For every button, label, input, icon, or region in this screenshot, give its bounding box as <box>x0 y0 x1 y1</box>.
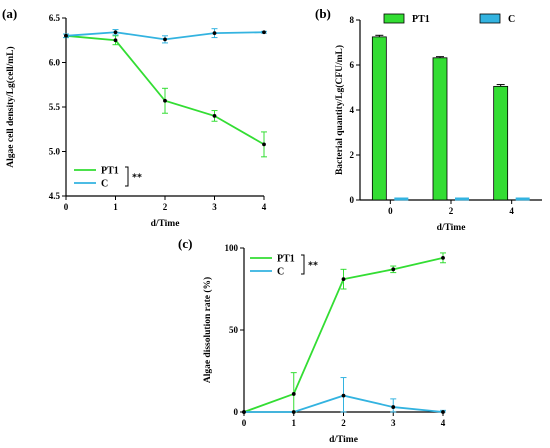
data-point <box>262 30 266 35</box>
x-axis-title: d/Time <box>437 223 466 233</box>
legend-label-pt1: PT1 <box>277 254 295 265</box>
panel-a: (a) 4.5 5.0 5.5 6.0 6.5 0 1 2 3 4 d/Time Algae cell … <box>2 6 267 229</box>
data-point <box>163 37 167 42</box>
significance-bracket <box>125 166 129 187</box>
data-point <box>64 33 68 38</box>
y-tick-label: 4 <box>350 105 355 115</box>
data-point <box>391 267 396 272</box>
x-tick-label: 3 <box>391 418 396 428</box>
data-point <box>242 410 246 414</box>
y-axis-title: Bacterial quantity/Lg(CFU/mL) <box>334 45 345 175</box>
x-tick-label: 0 <box>388 206 393 216</box>
x-tick-label: 2 <box>163 202 168 212</box>
data-point <box>163 98 167 103</box>
data-point <box>212 114 217 118</box>
legend-label-c: C <box>277 267 284 278</box>
y-tick-label: 5.5 <box>49 102 61 112</box>
x-axis-title: d/Time <box>329 435 358 445</box>
data-point <box>291 392 296 396</box>
legend-label-pt1: PT1 <box>412 14 430 25</box>
x-tick-label: 3 <box>212 202 217 212</box>
y-tick-label: 6.5 <box>49 13 61 23</box>
legend-label-c: C <box>101 179 108 190</box>
legend-swatch-pt1 <box>383 13 405 24</box>
data-point <box>341 393 346 398</box>
y-tick-label: 0 <box>350 195 355 205</box>
significance-label: ** <box>308 261 318 272</box>
bar-c <box>394 197 409 201</box>
data-point <box>391 405 396 409</box>
bar-pt1 <box>493 85 509 201</box>
bar-pt1 <box>432 57 448 201</box>
panel-label: (b) <box>315 6 331 21</box>
y-axis-title: Algae dissolution rate (%) <box>202 277 213 383</box>
y-tick-label: 50 <box>229 325 239 335</box>
x-tick-label: 1 <box>292 418 297 428</box>
y-tick-label: 100 <box>225 243 239 253</box>
legend-label-pt1: PT1 <box>101 166 119 177</box>
x-axis-title: d/Time <box>151 219 180 229</box>
data-point <box>113 38 118 43</box>
y-tick-label: 6 <box>350 60 355 70</box>
data-point <box>113 30 118 35</box>
x-tick-label: 4 <box>262 202 267 212</box>
legend-swatch-c <box>479 13 501 24</box>
x-tick-label: 2 <box>341 418 346 428</box>
y-tick-label: 6.0 <box>49 58 61 68</box>
data-point <box>341 277 346 282</box>
data-point <box>291 410 296 414</box>
x-tick-label: 4 <box>509 206 514 216</box>
x-tick-label: 4 <box>441 418 446 428</box>
y-tick-label: 0 <box>234 407 239 417</box>
y-tick-label: 8 <box>350 15 355 25</box>
x-tick-label: 2 <box>449 206 454 216</box>
bar-c <box>455 197 469 201</box>
x-tick-label: 1 <box>113 202 118 212</box>
data-point <box>212 31 217 36</box>
x-tick-label: 0 <box>64 202 69 212</box>
y-tick-label: 2 <box>350 150 355 160</box>
data-point <box>441 255 445 260</box>
data-point <box>441 410 445 414</box>
significance-label: ** <box>132 173 142 184</box>
panel-b: (b) 0 2 4 6 8 0 2 4 d/Time Bacterial quantity/Lg(C… <box>315 6 542 233</box>
legend-label-c: C <box>508 14 515 25</box>
x-tick-label: 0 <box>242 418 247 428</box>
panel-c: (c) 0 50 100 0 1 2 3 4 d/Time Algae dissolution ra… <box>178 236 446 445</box>
y-tick-label: 5.0 <box>49 147 61 157</box>
panel-label: (c) <box>178 236 192 251</box>
y-axis-title: Algae cell density/Lg(cell/mL) <box>5 46 16 167</box>
bar-pt1 <box>371 36 387 201</box>
panel-label: (a) <box>2 6 17 21</box>
bar-c <box>515 197 530 201</box>
y-tick-label: 4.5 <box>49 191 61 201</box>
significance-bracket <box>301 254 305 275</box>
data-point <box>262 142 266 147</box>
